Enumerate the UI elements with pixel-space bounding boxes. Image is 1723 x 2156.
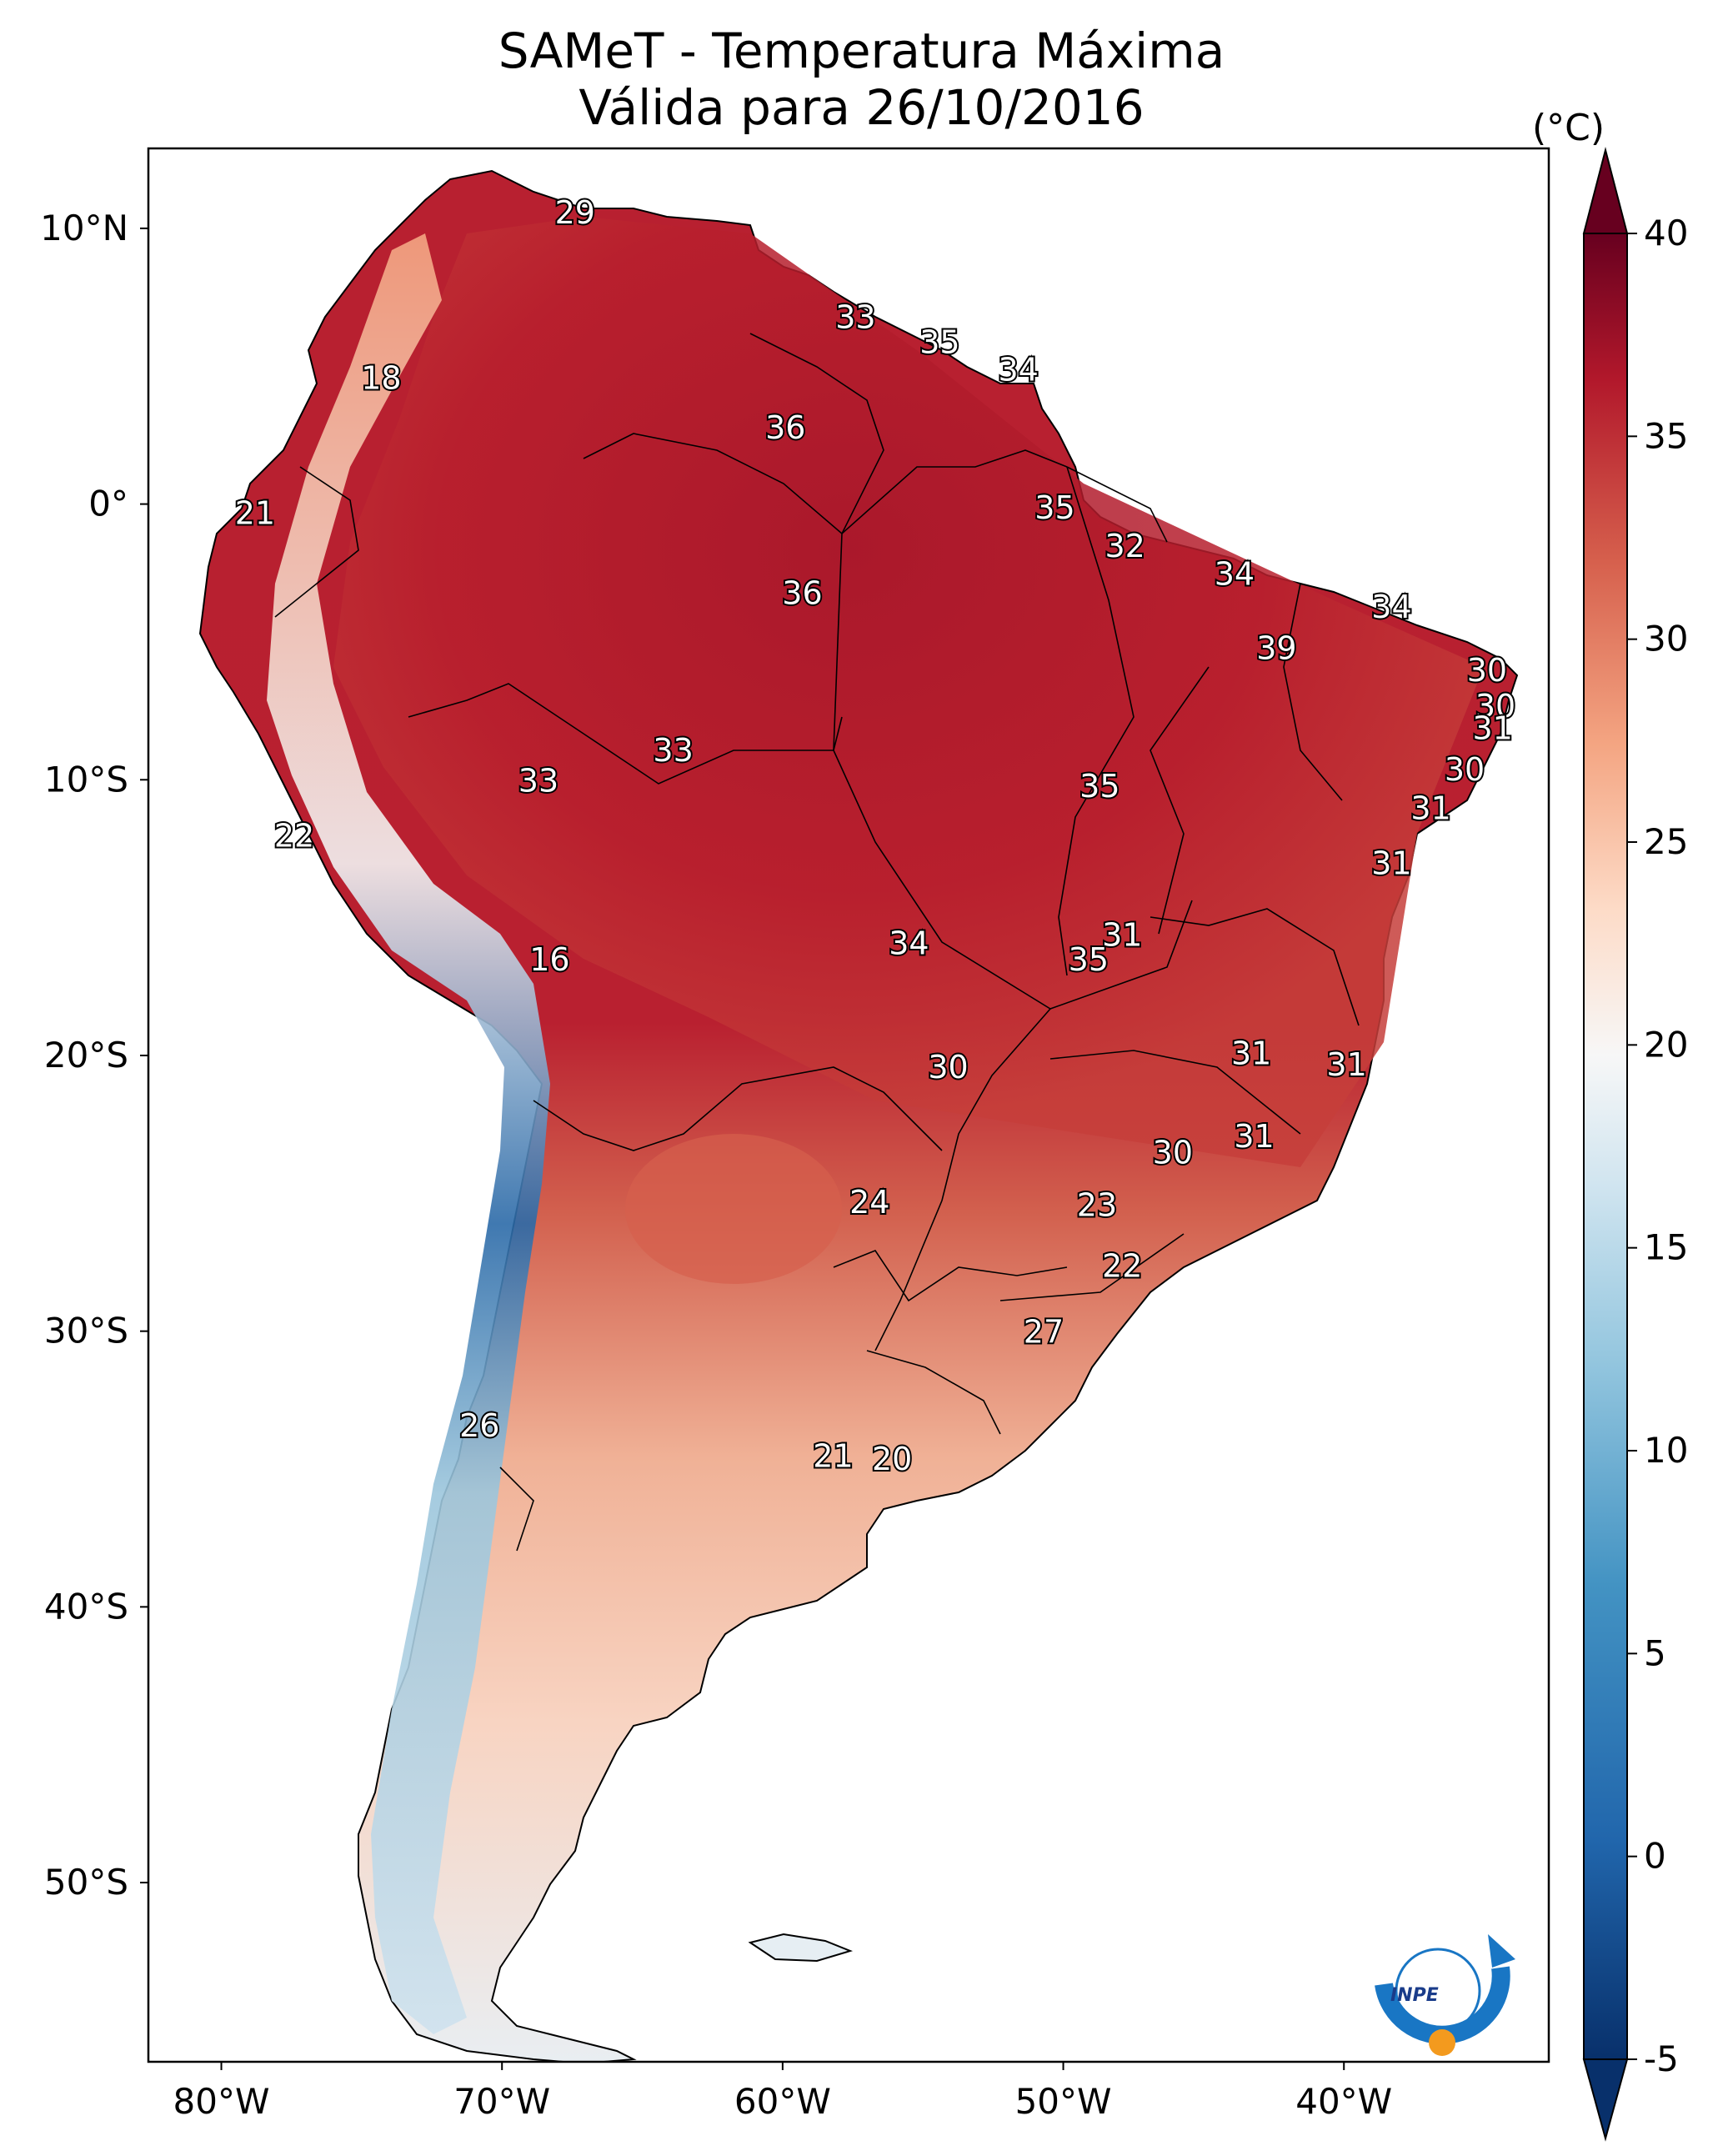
- station-value-label: 31: [1472, 709, 1512, 746]
- station-value-label: 30: [1445, 751, 1485, 788]
- colorbar-tick-label: 30: [1644, 619, 1688, 659]
- lon-tick-label: 50°W: [1015, 2081, 1112, 2122]
- colorbar-max-extend: [1582, 147, 1629, 234]
- station-value-label: 35: [1069, 941, 1109, 978]
- station-value-label: 27: [1024, 1314, 1064, 1351]
- station-value-label: 31: [1234, 1118, 1274, 1155]
- lat-tick-label: 10°S: [44, 759, 128, 800]
- colorbar-tick-label: 10: [1644, 1430, 1688, 1471]
- station-value-label: 21: [235, 495, 275, 532]
- land-layer: [198, 169, 1519, 2062]
- lat-tick-label: 50°S: [44, 1862, 128, 1903]
- colorbar-unit: (°C): [1532, 107, 1605, 149]
- station-value-label: 36: [765, 409, 805, 446]
- amazon-heat-zone: [333, 217, 1484, 1167]
- station-value-label: 30: [1467, 652, 1507, 689]
- colorbar-ticks: 40 35 30 25 20 15 10 5 0 -5: [1627, 213, 1688, 2079]
- chaco-heat-zone: [625, 1134, 842, 1284]
- colorbar-min-extend: [1582, 2058, 1629, 2142]
- lon-tick-label: 40°W: [1295, 2081, 1392, 2122]
- map-title: SAMeT - Temperatura Máxima: [498, 23, 1225, 79]
- lon-tick-label: 80°W: [173, 2081, 270, 2122]
- station-value-label: 31: [1326, 1046, 1366, 1083]
- falkland-islands: [748, 1933, 854, 1963]
- lat-tick-label: 20°S: [44, 1035, 128, 1075]
- station-value-label: 22: [1102, 1247, 1142, 1284]
- station-value-label: 30: [1475, 688, 1515, 725]
- station-value-label: 32: [1104, 528, 1144, 564]
- andes-cold-zone: [267, 233, 550, 2034]
- station-value-label: 31: [1231, 1035, 1271, 1072]
- station-value-label: 31: [1371, 845, 1411, 881]
- colorbar: 40 35 30 25 20 15 10 5 0 -5: [1582, 147, 1688, 2142]
- logo-text: INPE: [1390, 1985, 1439, 2006]
- station-value-label: 34: [999, 352, 1039, 389]
- station-value-label: 33: [835, 299, 875, 336]
- arrow-icon: [1488, 1934, 1515, 1968]
- station-value-label: 35: [1079, 768, 1119, 805]
- station-value-label: 16: [529, 941, 569, 978]
- colorbar-tick-label: 20: [1644, 1024, 1688, 1065]
- station-value-label: 30: [928, 1049, 968, 1086]
- latitude-axis: 10°N 0° 10°S 20°S 30°S 40°S 50°S: [40, 208, 148, 1903]
- station-value-label: 35: [1034, 489, 1074, 526]
- lon-tick-label: 60°W: [734, 2081, 831, 2122]
- station-value-label: 33: [518, 762, 558, 799]
- station-value-label: 34: [889, 925, 929, 961]
- colorbar-tick-label: 5: [1644, 1632, 1666, 1673]
- colorbar-scale: [1583, 233, 1628, 2060]
- lat-tick-label: 40°S: [44, 1586, 128, 1627]
- station-value-label: 20: [872, 1441, 912, 1477]
- longitude-axis: 80°W 70°W 60°W 50°W 40°W: [173, 2062, 1392, 2122]
- lat-tick-label: 30°S: [44, 1311, 128, 1351]
- lat-tick-label: 0°: [88, 484, 128, 524]
- station-value-label: 24: [849, 1184, 889, 1221]
- colorbar-tick-label: 0: [1644, 1836, 1666, 1877]
- map-frame: [147, 147, 1550, 2063]
- station-value-label: 30: [1153, 1135, 1193, 1171]
- station-value-label: 33: [653, 732, 693, 769]
- colorbar-tick-label: -5: [1644, 2038, 1679, 2079]
- lat-tick-label: 10°N: [40, 208, 128, 248]
- station-value-label: 34: [1215, 555, 1255, 592]
- orange-dot-icon: [1429, 2029, 1455, 2056]
- station-value-label: 36: [782, 574, 822, 611]
- station-value-label: 22: [274, 817, 314, 854]
- station-value-label: 21: [813, 1437, 853, 1474]
- station-value-label: 29: [555, 194, 595, 231]
- colorbar-tick-label: 25: [1644, 821, 1688, 862]
- colorbar-tick-label: 40: [1644, 213, 1688, 253]
- station-value-label: 35: [919, 323, 959, 360]
- station-value-label: 23: [1077, 1187, 1117, 1224]
- station-value-label: 34: [1371, 589, 1411, 625]
- colorbar-tick-label: 35: [1644, 415, 1688, 456]
- station-value-label: 18: [361, 359, 401, 396]
- station-value-label: 39: [1256, 630, 1296, 667]
- inpe-logo: INPE: [1375, 1934, 1515, 2056]
- station-value-label: 31: [1102, 916, 1142, 953]
- lon-tick-label: 70°W: [453, 2081, 550, 2122]
- station-value-label: 26: [459, 1407, 499, 1444]
- colorbar-tick-label: 15: [1644, 1227, 1688, 1268]
- map-subtitle: Válida para 26/10/2016: [579, 79, 1144, 136]
- station-value-label: 31: [1410, 790, 1450, 826]
- country-borders: [274, 333, 1360, 1552]
